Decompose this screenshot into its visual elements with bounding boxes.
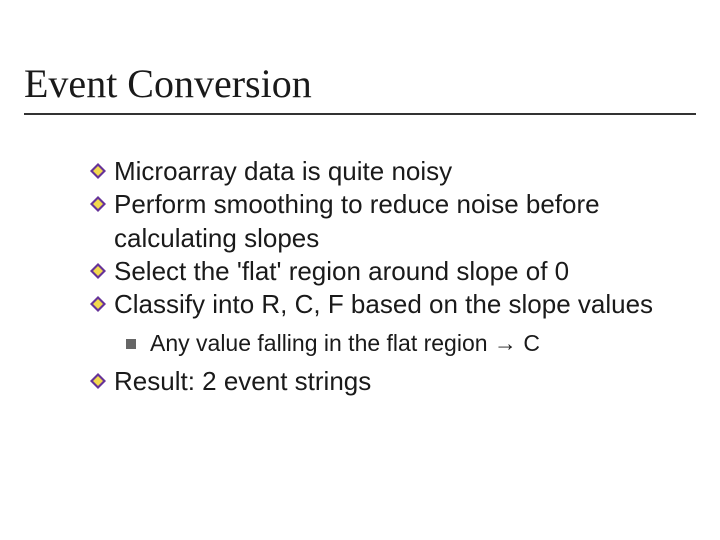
title-underline bbox=[24, 113, 696, 115]
bullet-item: Microarray data is quite noisy bbox=[90, 155, 680, 188]
content-region: Microarray data is quite noisy Perform s… bbox=[0, 119, 720, 398]
bullet-item: Classify into R, C, F based on the slope… bbox=[90, 288, 680, 321]
bullet-text: Classify into R, C, F based on the slope… bbox=[114, 288, 653, 321]
bullet-text: Result: 2 event strings bbox=[114, 365, 371, 398]
bullet-text: Select the 'flat' region around slope of… bbox=[114, 255, 569, 288]
diamond-bullet-icon bbox=[90, 373, 106, 389]
bullet-text: Microarray data is quite noisy bbox=[114, 155, 452, 188]
slide: Event Conversion Microarray data is quit… bbox=[0, 0, 720, 540]
sub-bullet-item: Any value falling in the flat region → C bbox=[90, 329, 680, 359]
bullet-text: Perform smoothing to reduce noise before… bbox=[114, 188, 680, 255]
bullet-item: Select the 'flat' region around slope of… bbox=[90, 255, 680, 288]
diamond-bullet-icon bbox=[90, 263, 106, 279]
slide-title: Event Conversion bbox=[24, 60, 696, 107]
bullet-item: Perform smoothing to reduce noise before… bbox=[90, 188, 680, 255]
square-bullet-icon bbox=[126, 339, 136, 349]
title-region: Event Conversion bbox=[0, 0, 720, 119]
diamond-bullet-icon bbox=[90, 296, 106, 312]
diamond-bullet-icon bbox=[90, 196, 106, 212]
bullet-item: Result: 2 event strings bbox=[90, 365, 680, 398]
sub-bullet-text: Any value falling in the flat region → C bbox=[150, 329, 540, 359]
diamond-bullet-icon bbox=[90, 163, 106, 179]
